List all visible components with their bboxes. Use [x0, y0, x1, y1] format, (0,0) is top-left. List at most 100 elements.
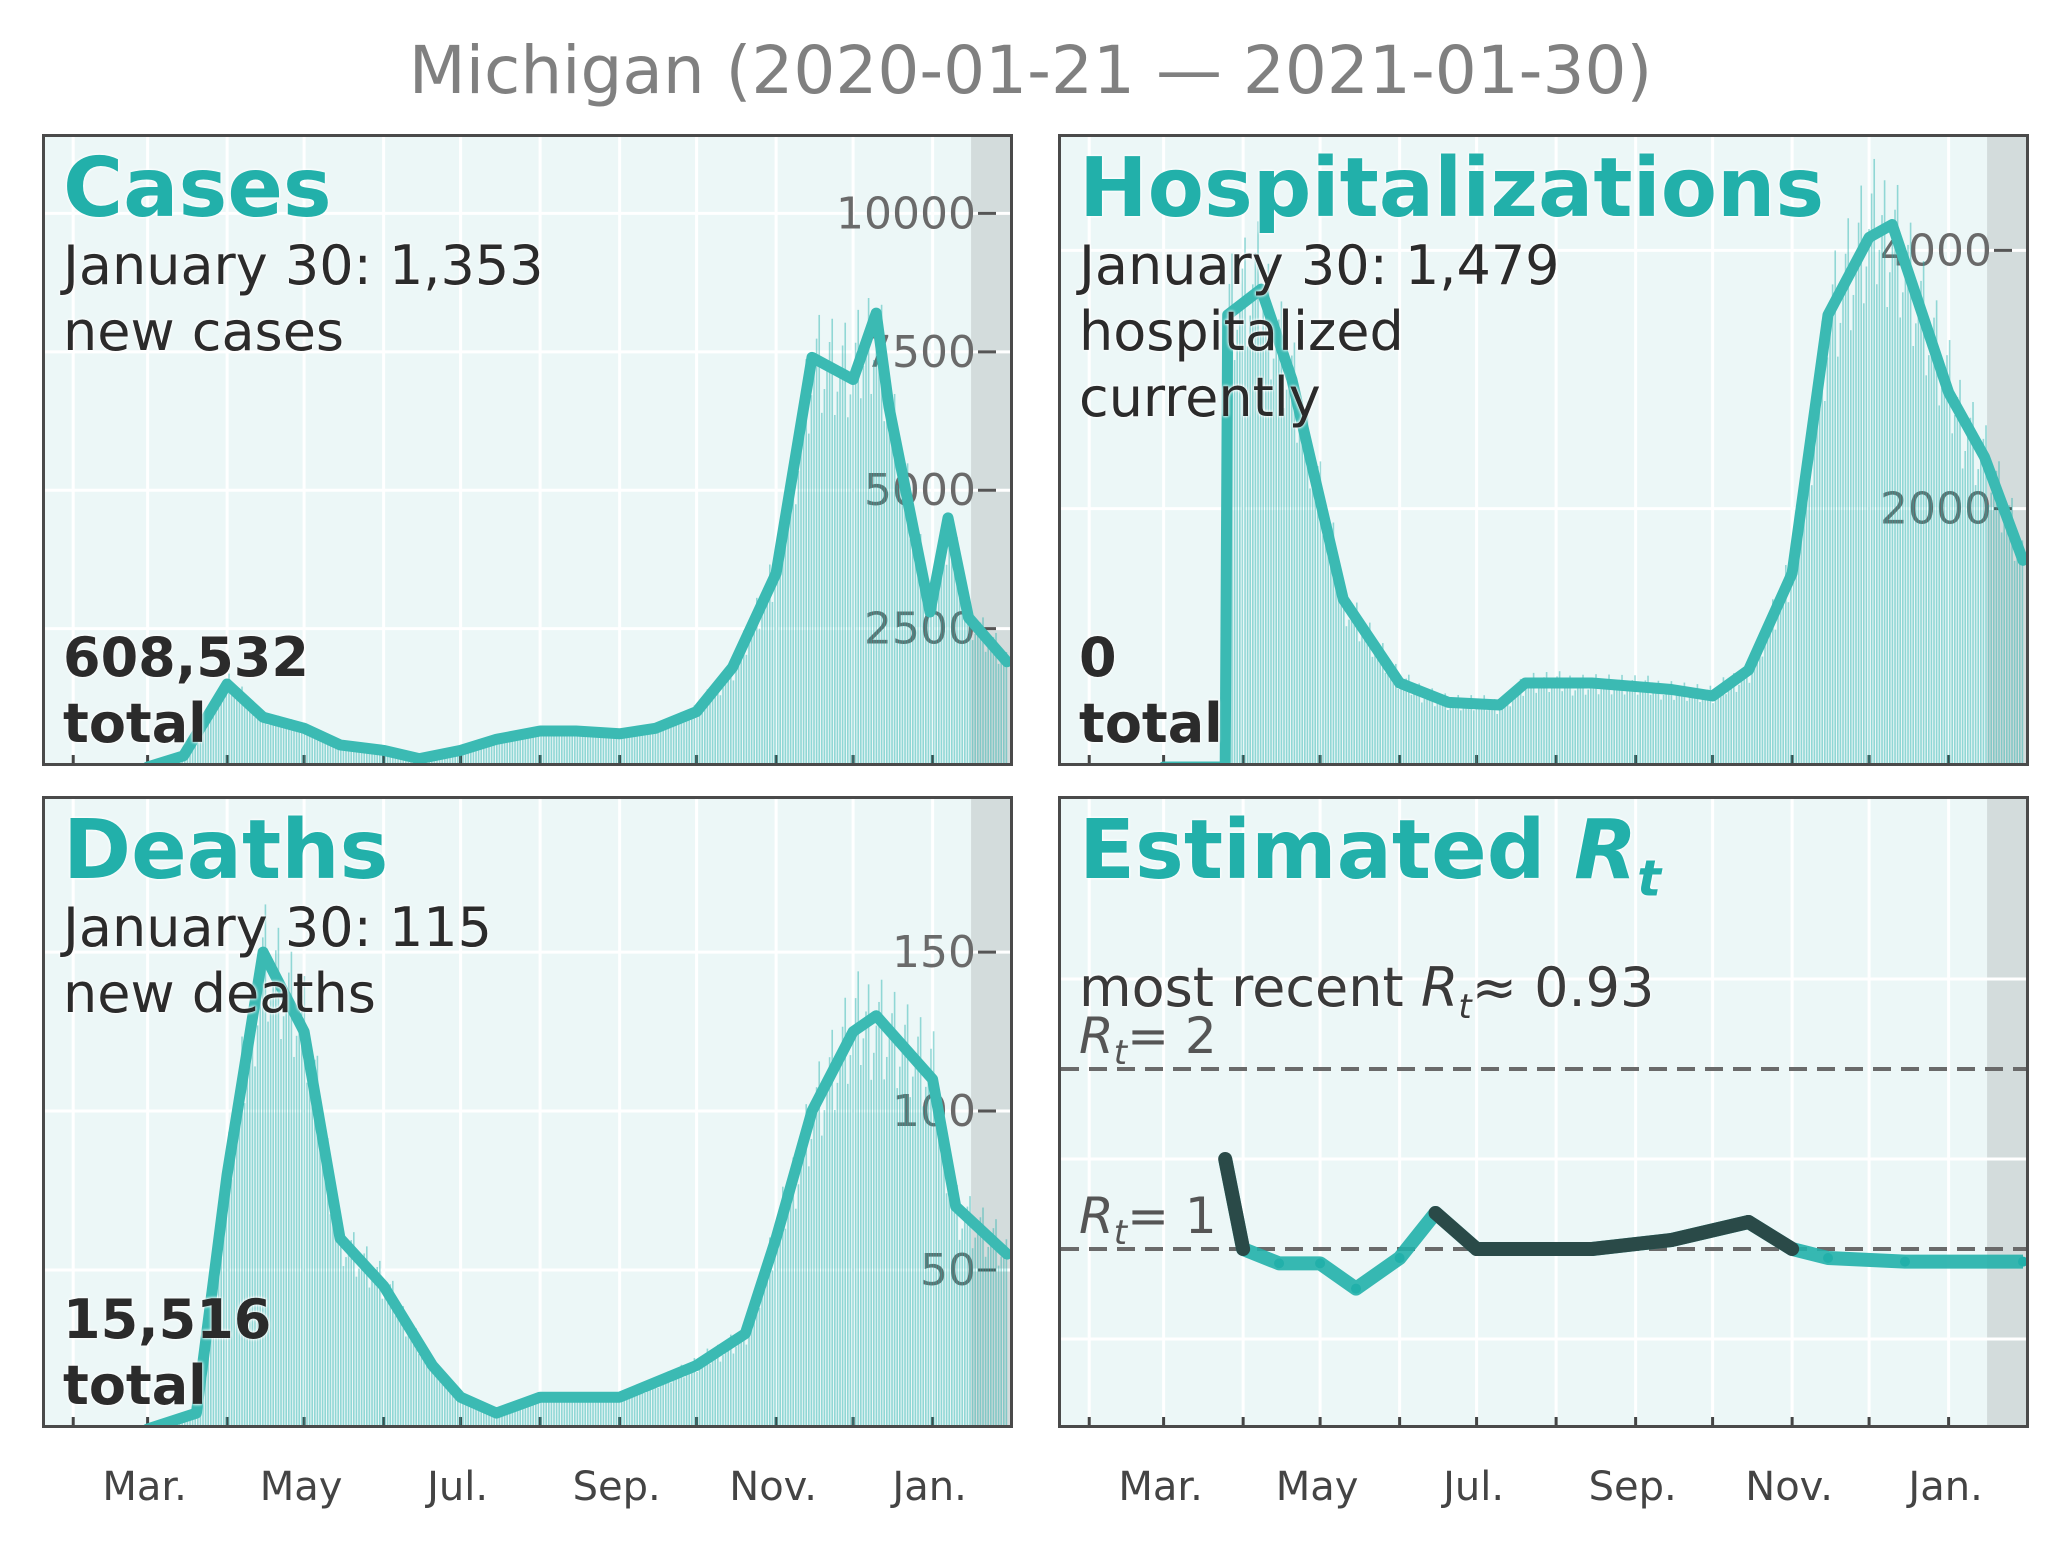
daily-bar [1876, 284, 1878, 763]
daily-bar [350, 1240, 353, 1425]
daily-bar [1603, 684, 1605, 763]
daily-bar [951, 538, 953, 763]
daily-bar [600, 732, 602, 763]
daily-bar [688, 714, 691, 763]
daily-bar [1990, 492, 1993, 763]
daily-bar [480, 1409, 483, 1425]
daily-bar [1881, 215, 1883, 763]
daily-bar [925, 1086, 927, 1425]
daily-bar [506, 741, 509, 763]
daily-bar [524, 733, 527, 763]
rt-subtitle-sub: t [1458, 986, 1472, 1027]
daily-bar [860, 1065, 862, 1425]
daily-bar [246, 1065, 249, 1425]
daily-bar [1655, 685, 1657, 763]
daily-bar [883, 1079, 886, 1425]
daily-bar [766, 581, 769, 763]
daily-bar [1496, 713, 1499, 763]
daily-bar [1790, 585, 1792, 763]
daily-bar [153, 765, 155, 766]
daily-bar [498, 739, 501, 763]
daily-bar [1306, 401, 1309, 763]
daily-bar [1475, 706, 1478, 763]
daily-bar [1538, 687, 1540, 763]
daily-bar [563, 1396, 566, 1425]
daily-bar [243, 705, 246, 763]
daily-bar [522, 1405, 524, 1425]
daily-bar [1917, 301, 1920, 763]
daily-bar [704, 1354, 706, 1425]
daily-bar [238, 688, 241, 763]
daily-bar [397, 1311, 399, 1425]
daily-bar [1462, 706, 1465, 763]
rt2-sub: t [1113, 1033, 1128, 1073]
daily-bar [472, 1403, 475, 1425]
daily-bar [1605, 679, 1608, 763]
series-line [143, 946, 1010, 1425]
daily-bar [1826, 357, 1829, 763]
daily-bar [966, 600, 969, 763]
daily-bar [1283, 408, 1285, 763]
daily-bar [828, 341, 831, 763]
daily-bar [1005, 652, 1008, 763]
daily-bar [828, 1057, 831, 1425]
daily-bar [922, 594, 925, 763]
daily-bar [589, 1395, 592, 1425]
daily-bar [1993, 481, 1995, 763]
daily-bar [896, 485, 899, 763]
daily-bar [1387, 669, 1389, 763]
daily-bar [1743, 669, 1746, 763]
daily-bar [787, 514, 789, 763]
daily-bar [802, 398, 805, 763]
daily-bar [745, 654, 748, 763]
daily-bar [1964, 450, 1967, 763]
daily-bar [212, 1277, 215, 1425]
daily-bar [704, 697, 706, 763]
daily-bar [938, 1120, 940, 1425]
daily-bar [527, 731, 529, 763]
daily-bar [1928, 355, 1930, 763]
daily-bar [436, 1369, 438, 1425]
daily-bar [1298, 430, 1301, 763]
daily-bar [1332, 522, 1335, 763]
daily-bar [1272, 358, 1275, 763]
daily-bar [1850, 330, 1852, 763]
daily-bar [340, 742, 342, 763]
daily-bar [1686, 700, 1688, 763]
daily-bar [1233, 360, 1236, 763]
daily-bar [267, 724, 269, 763]
daily-bar [584, 1399, 587, 1425]
daily-bar [1777, 614, 1779, 763]
daily-bar [1868, 229, 1870, 763]
daily-bar [1532, 672, 1535, 763]
daily-bar [631, 726, 633, 763]
daily-bar [207, 1333, 210, 1425]
daily-bar [1995, 470, 1998, 763]
daily-bar [462, 1397, 464, 1425]
daily-bar [1405, 678, 1408, 763]
daily-bar [990, 1237, 992, 1425]
rt-heading-sub: t [1637, 849, 1662, 908]
daily-bar [969, 602, 971, 763]
daily-bar [893, 393, 896, 763]
daily-bar [1280, 301, 1283, 763]
daily-bar [480, 747, 483, 763]
daily-bar [839, 368, 841, 763]
daily-bar [483, 745, 485, 763]
daily-bar [1969, 417, 1972, 763]
deaths-total: 15,516 total [63, 1288, 272, 1417]
daily-bar [1844, 253, 1847, 763]
daily-bar [618, 729, 620, 763]
daily-bar [1746, 661, 1748, 763]
daily-bar [654, 724, 657, 763]
y-tick-label: 5000 [864, 465, 976, 516]
daily-bar [763, 597, 766, 763]
daily-bar [1595, 674, 1597, 763]
daily-bar [1545, 672, 1548, 763]
daily-bar [743, 1324, 745, 1425]
daily-bar [719, 695, 722, 763]
daily-bar [1384, 672, 1387, 763]
daily-bar [550, 1396, 553, 1425]
daily-bar [1626, 689, 1629, 763]
daily-bar [342, 1266, 345, 1425]
